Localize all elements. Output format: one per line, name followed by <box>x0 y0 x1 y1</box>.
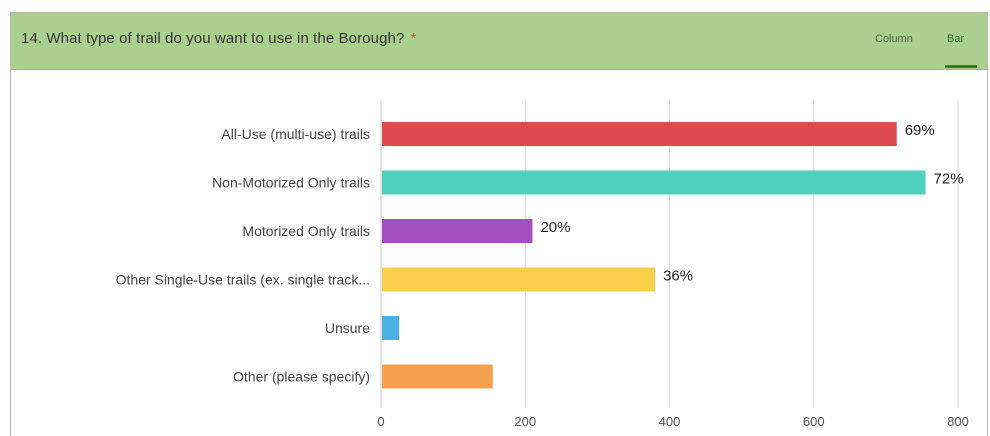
required-marker: * <box>410 30 417 47</box>
x-tick-label: 200 <box>514 414 536 429</box>
bar <box>382 316 400 340</box>
bar <box>382 219 533 243</box>
category-label: Non-Motorized Only trails <box>212 175 370 191</box>
x-tick-label: 0 <box>377 414 384 429</box>
bar <box>382 170 926 195</box>
bar <box>382 364 493 389</box>
category-label: Other (please specify) <box>233 369 370 385</box>
x-tick-label: 600 <box>803 414 825 429</box>
data-label: 69% <box>905 122 935 139</box>
x-tick-label: 800 <box>947 414 969 429</box>
page-top-strip <box>0 0 990 12</box>
data-label: 72% <box>934 171 964 188</box>
data-label: 20% <box>540 219 570 236</box>
category-label: Unsure <box>325 320 370 336</box>
category-label: Motorized Only trails <box>242 223 370 239</box>
x-tick-label: 400 <box>659 414 681 429</box>
data-label: 36% <box>663 268 693 285</box>
bar <box>382 122 897 146</box>
question-title: 14. What type of trail do you want to us… <box>21 30 416 47</box>
category-label: All-Use (multi-use) trails <box>221 126 370 142</box>
tab-bar[interactable]: Bar <box>947 33 965 45</box>
bar <box>382 267 656 292</box>
tab-bar-selected-indicator <box>945 65 977 68</box>
category-label: Other Single-Use trails (ex. single trac… <box>116 272 370 288</box>
tab-column[interactable]: Column <box>875 33 913 45</box>
question-title-text: 14. What type of trail do you want to us… <box>21 30 405 47</box>
question-header: 14. What type of trail do you want to us… <box>11 13 987 70</box>
